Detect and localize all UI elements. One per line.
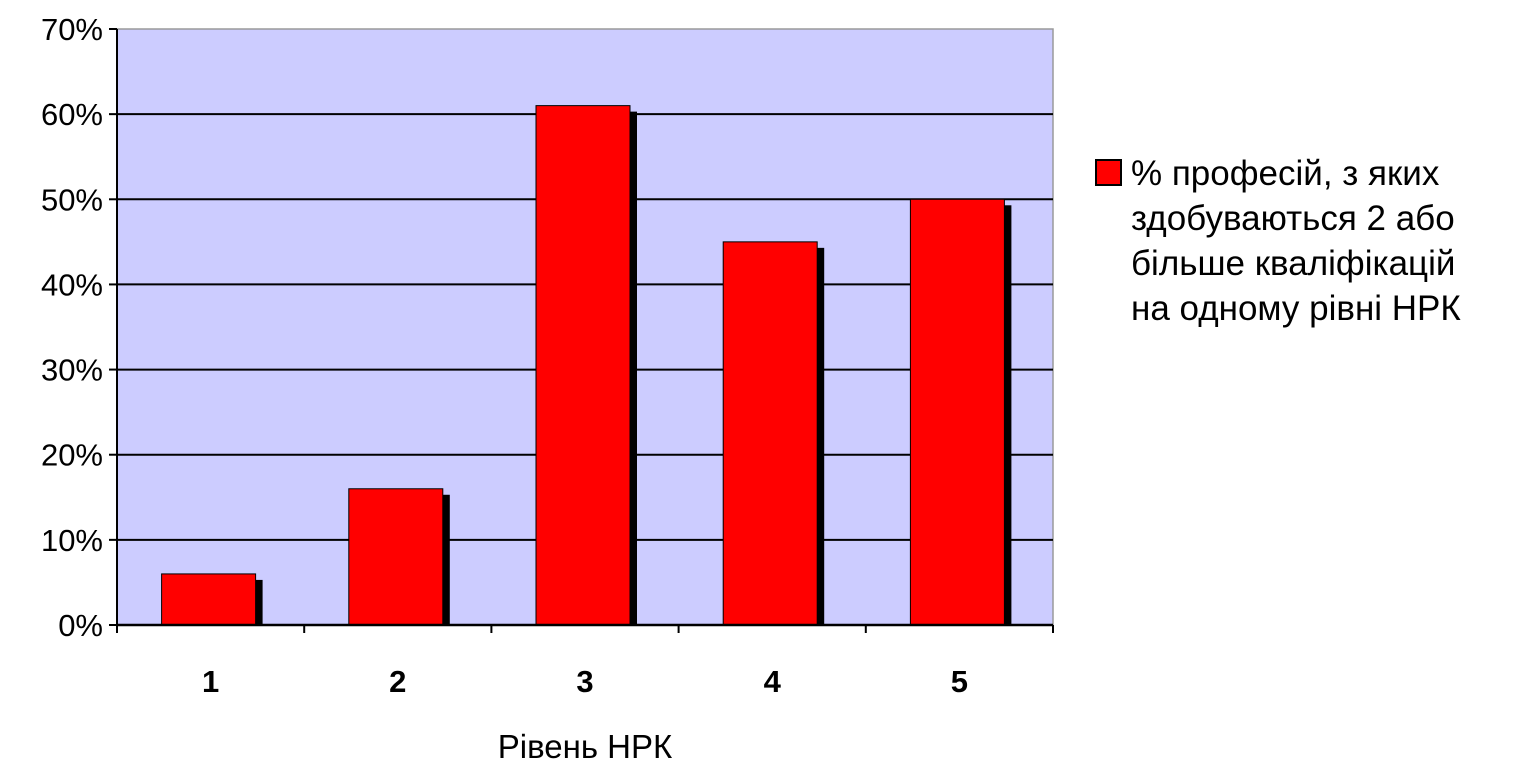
y-tick-label: 50% <box>41 182 103 217</box>
x-tick-labels: 1 2 3 4 5 <box>202 664 968 699</box>
x-tick-label: 1 <box>202 664 219 699</box>
y-tick-label: 20% <box>41 438 103 473</box>
bar <box>536 106 630 625</box>
x-tick-label: 5 <box>951 664 968 699</box>
y-tick-label: 60% <box>41 97 103 132</box>
legend-label: % професій, з яких здобуваються 2 або біль… <box>1131 154 1461 328</box>
y-tick-label: 30% <box>41 353 103 388</box>
x-axis-title: Рівень НРК <box>498 728 673 762</box>
x-tick-label: 4 <box>764 664 782 699</box>
legend: % професій, з яких здобуваються 2 або біль… <box>1096 154 1461 328</box>
legend-label-line: % професій, з яких <box>1131 154 1440 193</box>
y-tick-label: 40% <box>41 267 103 302</box>
y-tick-label: 70% <box>41 12 103 47</box>
y-tick-label: 10% <box>41 523 103 558</box>
legend-label-line: на одному рівні НРК <box>1131 289 1461 328</box>
x-tick-label: 2 <box>389 664 406 699</box>
legend-swatch <box>1096 160 1121 185</box>
y-tick-labels: 0% 10% 20% 30% 40% 50% 60% 70% <box>41 12 103 643</box>
bar <box>349 489 443 625</box>
bar <box>910 199 1004 625</box>
legend-label-line: більше кваліфікацій <box>1131 244 1455 283</box>
legend-label-line: здобуваються 2 або <box>1131 199 1455 238</box>
x-tick-label: 3 <box>576 664 593 699</box>
bar <box>162 574 256 625</box>
bar <box>723 242 817 625</box>
y-tick-label: 0% <box>58 608 103 643</box>
